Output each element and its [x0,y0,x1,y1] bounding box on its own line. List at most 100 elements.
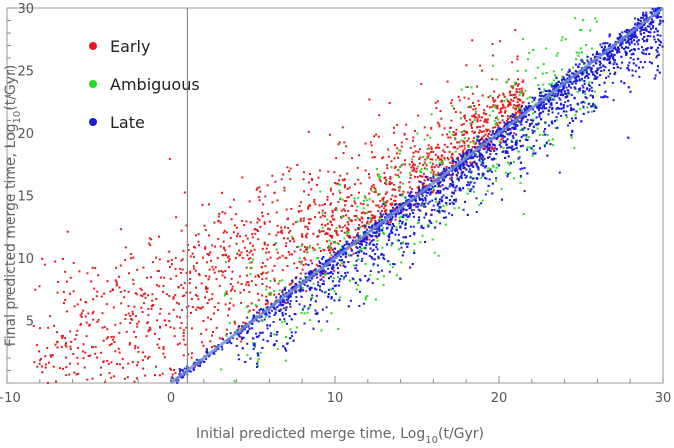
point-late [362,238,365,240]
point-early [210,297,213,300]
point-late [255,332,258,335]
point-early [419,156,422,159]
point-early [163,319,166,322]
point-late [356,247,359,250]
point-early [145,335,148,338]
point-late [469,181,472,184]
point-late [324,270,327,273]
point-late [514,126,517,129]
point-late [540,103,543,106]
point-late [466,184,469,187]
point-early [324,224,327,227]
point-late [655,27,658,30]
point-late [365,244,368,247]
point-late [279,318,281,321]
point-ambiguous [363,195,366,198]
point-early [391,194,394,197]
point-late [485,165,488,168]
point-early [168,312,171,315]
point-early [306,246,309,249]
point-late [534,96,537,99]
point-late [349,299,352,302]
point-early [124,246,127,249]
point-late [456,174,459,177]
point-early [491,105,494,108]
point-early [158,285,161,288]
point-late [368,226,371,229]
point-early [60,335,63,338]
point-ambiguous [283,320,286,323]
point-early [474,112,477,115]
point-early [279,231,282,233]
point-early [266,300,269,303]
point-late [644,14,647,17]
point-ambiguous [382,275,385,278]
point-ambiguous [520,176,522,179]
point-late [477,150,480,153]
point-late [261,331,264,334]
point-early [345,214,348,217]
point-early [82,309,85,312]
point-late [520,123,523,126]
point-late [473,160,476,163]
point-late [413,252,416,254]
point-early [65,342,67,345]
point-early [202,256,205,259]
point-late [358,305,361,307]
point-late [382,202,385,205]
point-early [115,266,118,269]
point-early [79,298,82,301]
point-late [519,145,522,148]
point-late [533,130,536,133]
point-late [507,155,510,158]
point-ambiguous [366,295,369,297]
point-late [424,205,427,208]
point-early [342,152,345,155]
point-late [643,19,645,22]
point-late [476,177,479,180]
point-early [203,224,206,227]
point-late [487,146,490,149]
point-early [513,96,516,99]
point-ambiguous [284,359,287,362]
point-ambiguous [308,306,311,309]
point-late [241,330,244,333]
point-ambiguous [444,223,447,226]
point-early [288,170,291,173]
point-early [327,170,330,173]
point-ambiguous [438,208,441,211]
point-early [394,218,397,221]
point-early [86,272,89,275]
point-early [435,146,437,149]
point-early [254,275,257,278]
point-late [515,121,518,123]
point-ambiguous [555,54,558,57]
point-late [364,235,367,238]
point-early [150,304,153,307]
point-early [204,296,207,299]
point-late [359,279,362,282]
point-late [590,67,593,70]
point-late [371,225,373,228]
point-late [555,86,558,89]
point-late [648,52,651,55]
point-early [400,141,403,144]
point-late [231,337,234,340]
point-early [301,235,304,238]
point-late [577,66,580,68]
point-ambiguous [273,290,276,293]
point-early [303,257,306,259]
point-late [177,379,180,382]
point-ambiguous [309,245,312,247]
point-early [277,231,280,234]
point-ambiguous [561,36,564,39]
point-early [183,282,186,285]
point-ambiguous [306,251,309,254]
point-late [655,15,658,18]
point-ambiguous [469,122,472,125]
point-early [440,117,443,120]
point-late [408,194,410,197]
point-early [174,256,177,259]
point-early [158,258,161,261]
point-early [398,189,401,192]
